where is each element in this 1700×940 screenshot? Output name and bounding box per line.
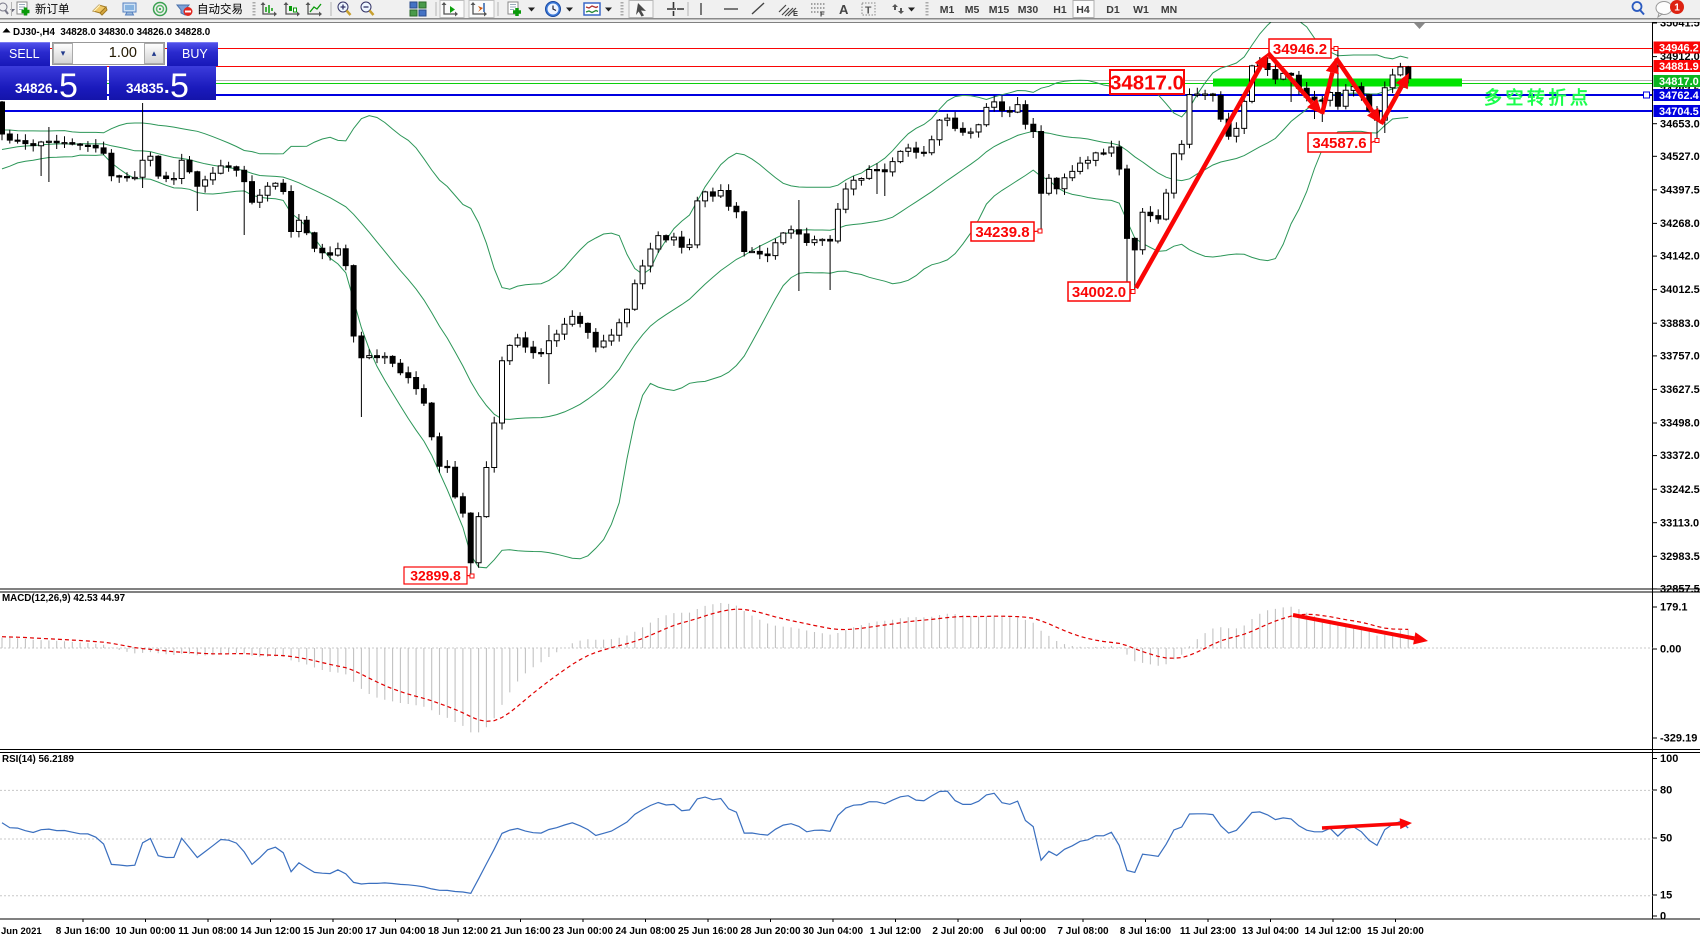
svg-text:6 Jul 00:00: 6 Jul 00:00 (995, 926, 1047, 937)
svg-text:18 Jun 12:00: 18 Jun 12:00 (428, 926, 488, 937)
svg-text:34527.0: 34527.0 (1660, 151, 1700, 163)
svg-text:33498.0: 33498.0 (1660, 418, 1700, 430)
svg-text:34704.5: 34704.5 (1659, 106, 1699, 118)
svg-text:33113.0: 33113.0 (1660, 517, 1699, 529)
svg-text:100: 100 (1660, 753, 1678, 765)
svg-text:33883.0: 33883.0 (1660, 318, 1700, 330)
svg-text:M1: M1 (940, 4, 955, 16)
svg-text:多空转折点: 多空转折点 (1484, 87, 1592, 108)
svg-text:DJ30-,H4 34828.0 34830.0 3482: DJ30-,H4 34828.0 34830.0 34826.0 34828.0 (13, 27, 211, 38)
svg-text:34587.6: 34587.6 (1312, 135, 1366, 152)
svg-text:32899.8: 32899.8 (410, 568, 461, 584)
svg-text:15 Jun 20:00: 15 Jun 20:00 (303, 926, 363, 937)
svg-text:21 Jun 16:00: 21 Jun 16:00 (490, 926, 550, 937)
svg-text:8 Jun 16:00: 8 Jun 16:00 (56, 926, 111, 937)
svg-text:14 Jul 12:00: 14 Jul 12:00 (1305, 926, 1362, 937)
svg-text:Jun 2021: Jun 2021 (1, 926, 42, 937)
svg-text:RSI(14) 56.2189: RSI(14) 56.2189 (2, 754, 74, 765)
svg-text:33372.0: 33372.0 (1660, 450, 1700, 462)
svg-text:M5: M5 (965, 4, 980, 16)
svg-text:15: 15 (1660, 890, 1672, 902)
svg-text:-329.19: -329.19 (1660, 733, 1697, 745)
svg-text:MACD(12,26,9) 42.53 44.97: MACD(12,26,9) 42.53 44.97 (2, 593, 126, 604)
svg-text:T: T (865, 5, 872, 17)
svg-text:17 Jun 04:00: 17 Jun 04:00 (365, 926, 425, 937)
svg-text:10 Jun 00:00: 10 Jun 00:00 (115, 926, 175, 937)
svg-text:D1: D1 (1106, 4, 1120, 16)
svg-text:34762.4: 34762.4 (1659, 90, 1700, 102)
svg-text:80: 80 (1660, 785, 1672, 797)
svg-text:34012.5: 34012.5 (1660, 284, 1700, 296)
svg-text:34817.0: 34817.0 (1659, 76, 1699, 88)
svg-text:34946.2: 34946.2 (1659, 42, 1699, 54)
svg-text:34268.0: 34268.0 (1660, 218, 1700, 230)
svg-text:M15: M15 (989, 4, 1010, 16)
svg-text:新订单: 新订单 (35, 2, 70, 16)
svg-text:33757.0: 33757.0 (1660, 351, 1700, 363)
svg-text:1: 1 (1674, 3, 1680, 14)
svg-text:0.00: 0.00 (1660, 644, 1681, 656)
svg-text:28 Jun 20:00: 28 Jun 20:00 (740, 926, 800, 937)
svg-text:34881.9: 34881.9 (1659, 61, 1699, 73)
svg-text:50: 50 (1660, 833, 1672, 845)
svg-text:A: A (839, 2, 849, 17)
svg-text:15 Jul 20:00: 15 Jul 20:00 (1367, 926, 1424, 937)
svg-text:34397.5: 34397.5 (1660, 185, 1700, 197)
svg-text:34653.0: 34653.0 (1660, 118, 1700, 130)
svg-text:34002.0: 34002.0 (1072, 284, 1126, 301)
svg-text:33242.5: 33242.5 (1660, 484, 1700, 496)
svg-text:34817.0: 34817.0 (1110, 71, 1184, 94)
svg-text:34239.8: 34239.8 (975, 224, 1029, 241)
svg-text:自动交易: 自动交易 (197, 2, 243, 16)
svg-text:34142.0: 34142.0 (1660, 251, 1700, 263)
svg-text:14 Jun 12:00: 14 Jun 12:00 (240, 926, 300, 937)
svg-text:7 Jul 08:00: 7 Jul 08:00 (1057, 926, 1109, 937)
svg-text:1 Jul 12:00: 1 Jul 12:00 (870, 926, 922, 937)
svg-text:11 Jun 08:00: 11 Jun 08:00 (178, 926, 238, 937)
svg-text:13 Jul 04:00: 13 Jul 04:00 (1242, 926, 1299, 937)
svg-text:M30: M30 (1018, 4, 1039, 16)
svg-text:34946.2: 34946.2 (1273, 41, 1327, 58)
svg-text:0: 0 (1660, 911, 1666, 923)
svg-text:33627.5: 33627.5 (1660, 384, 1700, 396)
svg-text:MN: MN (1161, 4, 1177, 16)
svg-text:30 Jun 04:00: 30 Jun 04:00 (803, 926, 863, 937)
svg-text:179.1: 179.1 (1660, 602, 1688, 614)
svg-text:32857.5: 32857.5 (1660, 584, 1700, 596)
svg-text:H4: H4 (1076, 4, 1090, 16)
svg-text:25 Jun 16:00: 25 Jun 16:00 (678, 926, 738, 937)
svg-text:W1: W1 (1133, 4, 1149, 16)
svg-text:2 Jul 20:00: 2 Jul 20:00 (932, 926, 984, 937)
svg-text:H1: H1 (1053, 4, 1067, 16)
svg-text:23 Jun 00:00: 23 Jun 00:00 (553, 926, 613, 937)
svg-text:24 Jun 08:00: 24 Jun 08:00 (615, 926, 675, 937)
svg-text:F: F (820, 10, 825, 19)
svg-text:E: E (793, 9, 798, 18)
svg-text:8 Jul 16:00: 8 Jul 16:00 (1120, 926, 1172, 937)
svg-text:11 Jul 23:00: 11 Jul 23:00 (1180, 926, 1237, 937)
svg-text:32983.5: 32983.5 (1660, 551, 1700, 563)
